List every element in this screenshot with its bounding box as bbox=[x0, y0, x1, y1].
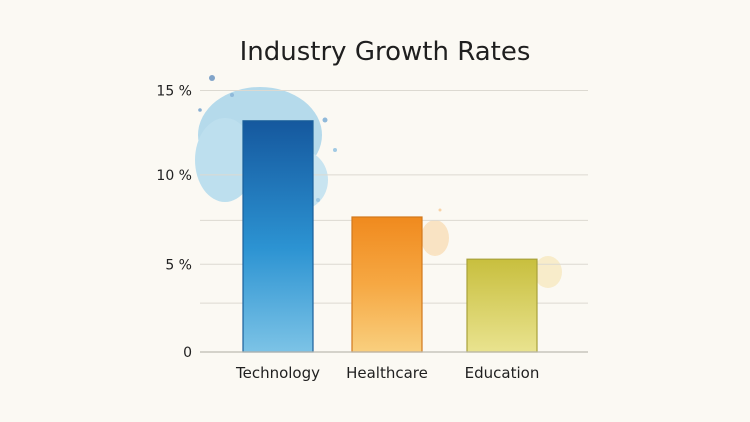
y-tick-label: 0 bbox=[183, 345, 192, 361]
y-tick-label: 5 % bbox=[165, 257, 192, 273]
y-tick-label: 10 % bbox=[156, 168, 192, 184]
x-axis-categories: Technology Healthcare Education bbox=[235, 364, 539, 382]
bars bbox=[242, 120, 538, 353]
bar-technology bbox=[242, 120, 314, 353]
x-tick-label: Education bbox=[465, 364, 540, 382]
x-tick-label: Technology bbox=[235, 364, 320, 382]
watercolor-splash-orange bbox=[421, 208, 449, 256]
x-tick-label: Healthcare bbox=[346, 364, 428, 382]
chart-title: Industry Growth Rates bbox=[240, 37, 531, 67]
y-axis-ticks: 0 5 % 10 % 15 % bbox=[156, 83, 192, 361]
watercolor-splash-yellow bbox=[534, 256, 562, 288]
bar-healthcare bbox=[351, 216, 423, 353]
bar-education bbox=[466, 258, 538, 353]
y-tick-label: 15 % bbox=[156, 83, 192, 99]
